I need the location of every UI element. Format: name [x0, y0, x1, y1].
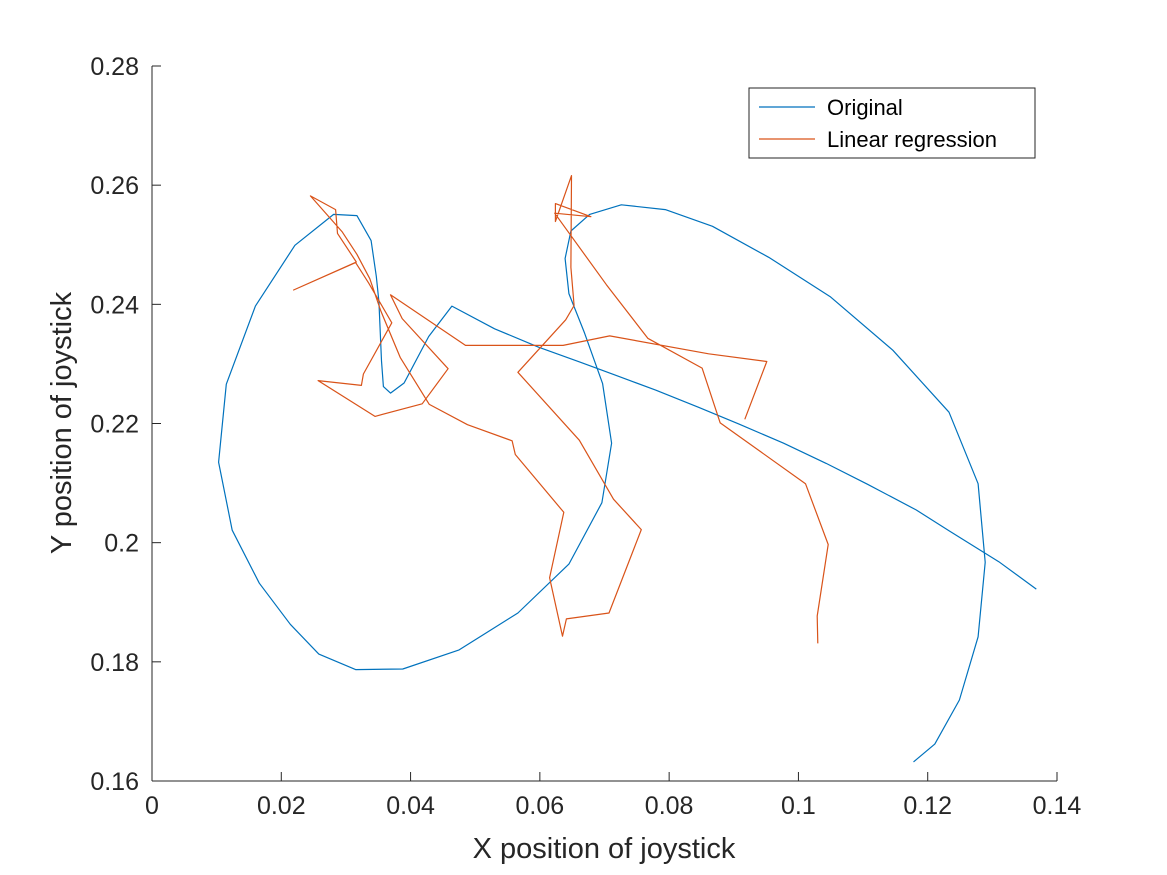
x-ticks: 0 0.02 0.04 0.06 0.08 0.1 0.12 0.14 — [145, 772, 1081, 820]
y-tick-label: 0.16 — [90, 768, 139, 796]
y-tick-label: 0.2 — [104, 530, 139, 558]
y-ticks: 0.16 0.18 0.2 0.22 0.24 0.26 0.28 — [90, 53, 161, 796]
x-tick-label: 0.14 — [1033, 792, 1082, 820]
legend-label-linear-regression: Linear regression — [827, 127, 997, 152]
y-tick-label: 0.28 — [90, 53, 139, 81]
x-tick-label: 0.06 — [516, 792, 565, 820]
y-tick-label: 0.18 — [90, 649, 139, 677]
x-tick-label: 0.12 — [903, 792, 952, 820]
series-line-linear-regression — [293, 175, 829, 644]
x-axis-title: X position of joystick — [473, 833, 736, 865]
x-tick-label: 0.02 — [257, 792, 306, 820]
y-tick-label: 0.26 — [90, 172, 139, 200]
legend-label-original: Original — [827, 95, 903, 120]
y-tick-label: 0.22 — [90, 411, 139, 439]
x-tick-label: 0.1 — [781, 792, 816, 820]
legend: Original Linear regression — [748, 87, 1036, 159]
x-tick-label: 0 — [145, 792, 159, 820]
y-axis-title: Y position of joystick — [46, 291, 78, 554]
plot-series — [218, 175, 1037, 763]
legend-box — [748, 87, 1036, 159]
series-line-original — [218, 204, 1037, 763]
x-tick-label: 0.04 — [386, 792, 435, 820]
y-tick-label: 0.24 — [90, 291, 139, 319]
x-tick-label: 0.08 — [645, 792, 694, 820]
